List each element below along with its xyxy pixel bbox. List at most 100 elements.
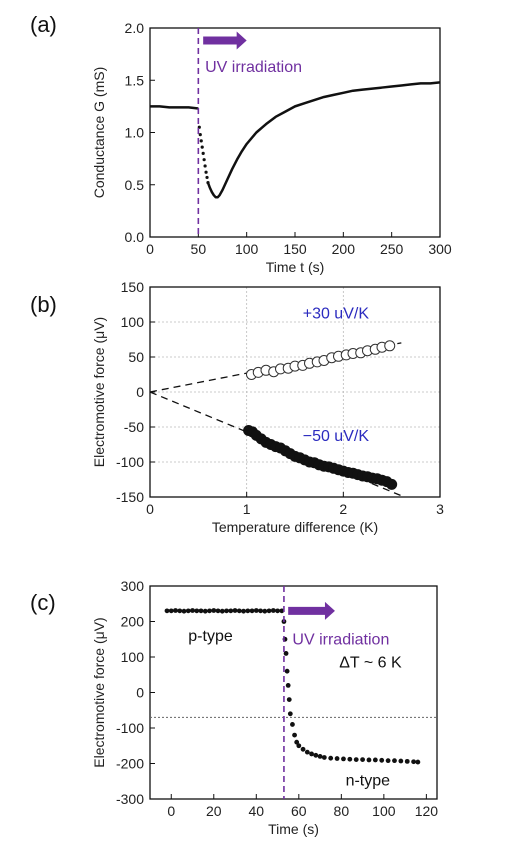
y-tick-label: 100 — [121, 649, 145, 665]
x-tick-label: 300 — [428, 241, 452, 257]
x-tick-label: 1 — [243, 501, 251, 517]
data-point — [313, 752, 319, 758]
data-point — [205, 175, 209, 180]
data-point — [190, 608, 195, 613]
y-tick-label: -200 — [116, 756, 144, 772]
x-tick-label: 0 — [146, 241, 154, 257]
data-point — [353, 757, 359, 762]
data-point — [279, 608, 285, 614]
data-point — [202, 608, 208, 614]
data-point — [385, 758, 391, 764]
data-point — [328, 755, 334, 761]
data-point — [275, 608, 280, 614]
y-axis-label: Electromotive force (μV) — [91, 617, 107, 767]
fit-line — [149, 342, 402, 393]
y-tick-label: 1.0 — [125, 125, 145, 141]
x-tick-label: 250 — [380, 241, 404, 257]
data-point — [215, 608, 221, 614]
data-point — [198, 132, 202, 137]
data-point — [258, 608, 263, 614]
data-point — [392, 758, 397, 764]
x-tick-label: 20 — [206, 803, 222, 819]
data-point — [300, 746, 306, 752]
x-tick-label: 100 — [235, 241, 259, 257]
data-point — [202, 158, 206, 162]
x-tick-label: 150 — [283, 241, 307, 257]
x-tick-label: 2 — [339, 501, 347, 517]
annotation: ΔT ~ 6 K — [339, 655, 402, 672]
data-point — [181, 608, 187, 614]
data-point — [341, 756, 346, 762]
y-tick-label: 1.5 — [125, 72, 145, 88]
x-tick-label: 120 — [415, 803, 439, 819]
data-point — [360, 757, 365, 762]
data-point — [185, 608, 191, 614]
data-point — [286, 697, 292, 702]
panel-1: (b) 0 1 2 3 -150 -100 -50 0 50 100 150 Temperature d… — [30, 279, 444, 535]
data-point — [199, 139, 203, 143]
data-point — [309, 751, 314, 757]
data-point — [203, 164, 207, 168]
x-tick-label: 0 — [167, 803, 175, 819]
y-tick-label: 300 — [121, 578, 145, 594]
data-point-filled — [386, 478, 398, 490]
x-axis-label: Time (s) — [268, 821, 319, 837]
data-point — [296, 743, 302, 749]
x-tick-label: 100 — [372, 803, 396, 819]
data-point — [294, 739, 300, 745]
data-point — [411, 759, 417, 765]
y-tick-label: -100 — [116, 454, 144, 470]
y-tick-label: 200 — [121, 614, 145, 630]
y-tick-label: 0 — [136, 685, 144, 701]
plot-frame — [149, 585, 438, 800]
y-tick-label: 2.0 — [125, 20, 145, 36]
uv-arrow — [203, 31, 247, 50]
x-axis-label: Temperature difference (K) — [212, 519, 378, 535]
data-point — [241, 608, 246, 614]
data-point — [372, 757, 378, 763]
y-tick-label: -300 — [116, 791, 144, 807]
x-tick-label: 200 — [332, 241, 356, 257]
x-tick-label: 50 — [191, 241, 207, 257]
data-point — [287, 711, 293, 717]
data-point — [194, 608, 200, 614]
data-point — [334, 756, 340, 761]
data-point — [173, 608, 178, 613]
data-point — [415, 759, 421, 765]
data-point — [398, 758, 404, 764]
y-tick-label: -50 — [124, 419, 144, 435]
data-point — [292, 732, 297, 738]
y-axis-label: Electromotive force (μV) — [91, 317, 107, 467]
data-point — [201, 151, 205, 155]
data-point — [204, 170, 208, 174]
data-point — [177, 608, 183, 614]
data-point — [207, 608, 212, 614]
panel-label: (c) — [30, 590, 56, 615]
data-point — [304, 749, 310, 755]
data-point — [200, 145, 204, 149]
data-point — [366, 757, 372, 763]
annotation: +30 uV/K — [303, 306, 370, 323]
data-point — [270, 608, 276, 613]
y-tick-label: 150 — [121, 279, 145, 295]
x-tick-label: 3 — [436, 501, 444, 517]
data-point — [168, 608, 174, 614]
data-point — [284, 668, 290, 674]
data-point — [283, 651, 289, 656]
data-point — [253, 608, 259, 613]
data-point — [249, 608, 255, 614]
panel-2: (c) 0 20 40 60 80 100 120 -300 -200 -100 0 100 200 300… — [30, 578, 438, 837]
data-point — [347, 756, 353, 762]
y-tick-label: 0 — [136, 384, 144, 400]
data-point — [404, 758, 410, 764]
panel-label: (a) — [30, 12, 57, 37]
x-tick-label: 0 — [146, 501, 154, 517]
panel-label: (b) — [30, 292, 57, 317]
x-tick-label: 60 — [291, 803, 307, 819]
y-tick-label: 0.5 — [125, 177, 145, 193]
y-tick-label: 50 — [128, 349, 144, 365]
series-line — [150, 105, 199, 110]
data-point — [285, 683, 291, 688]
annotation: UV irradiation — [292, 632, 389, 649]
